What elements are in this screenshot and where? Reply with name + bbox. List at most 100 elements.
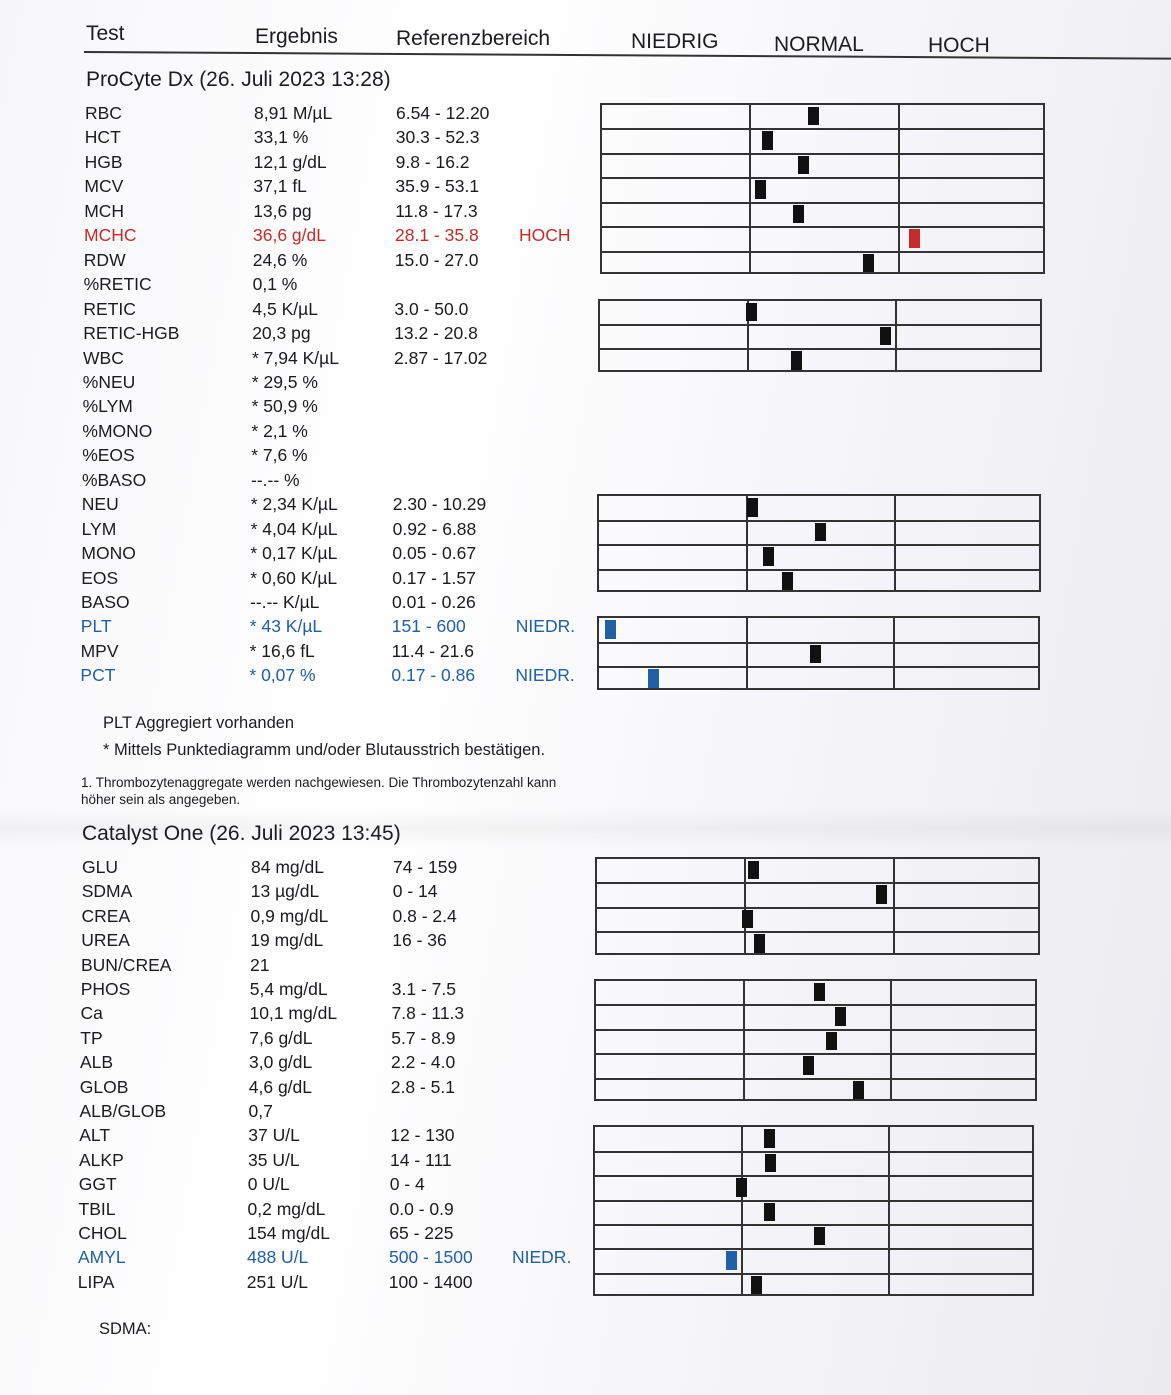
- level-marker-wbc: [790, 351, 802, 370]
- level-marker-mch: [793, 204, 805, 224]
- reference-range: 0.92 - 6.88: [392, 518, 477, 539]
- test-result: 37 U/L: [248, 1125, 300, 1146]
- test-name: GLOB: [79, 1076, 129, 1097]
- test-result: * 0,60 K/µL: [250, 567, 338, 588]
- test-name: MCH: [84, 200, 125, 221]
- reference-range: 100 - 1400: [388, 1271, 473, 1292]
- level-marker-ca: [835, 1007, 847, 1026]
- grid-divider-normal-high: [895, 300, 897, 370]
- test-result: 35 U/L: [248, 1149, 300, 1170]
- test-result: 24,6 %: [252, 249, 308, 270]
- test-result: * 4,04 K/µL: [250, 518, 338, 539]
- reference-range: 14 - 111: [390, 1149, 452, 1170]
- test-result: 13,6 pg: [253, 200, 312, 221]
- test-name: ALB/GLOB: [79, 1101, 167, 1121]
- test-result: 36,6 g/dL: [253, 225, 326, 246]
- test-name: PHOS: [80, 979, 131, 999]
- test-name: GGT: [78, 1174, 117, 1195]
- grid-row-separator: [595, 1223, 1032, 1226]
- reference-range: 11.8 - 17.3: [395, 200, 478, 221]
- test-name: BASO: [81, 592, 130, 612]
- test-result: * 2,34 K/µL: [250, 494, 338, 515]
- catalyst-row-crea: CREA 0,9 mg/dL 0.8 - 2.4: [0, 904, 1171, 928]
- catalyst-row-alb-glob: ALB/GLOB 0,7: [0, 1099, 1171, 1123]
- test-result: 7,6 g/dL: [249, 1027, 313, 1048]
- reference-range: 2.8 - 5.1: [390, 1076, 455, 1097]
- test-result: 0,2 mg/dL: [247, 1198, 326, 1219]
- level-marker-mchc: [908, 229, 920, 248]
- status-flag: NIEDR.: [515, 616, 576, 637]
- grid-row-separator: [599, 544, 1039, 547]
- test-result: 251 U/L: [246, 1271, 309, 1292]
- catalyst-row-tbil: TBIL 0,2 mg/dL 0.0 - 0.9: [0, 1197, 1171, 1221]
- test-result: * 50,9 %: [251, 396, 318, 417]
- catalyst-row-ggt: GGT 0 U/L 0 - 4: [0, 1172, 1171, 1196]
- test-result: 0,1 %: [252, 274, 298, 295]
- header-normal: NORMAL: [774, 33, 864, 56]
- header-result: Ergebnis: [255, 25, 338, 48]
- test-result: 5,4 mg/dL: [249, 979, 328, 999]
- procyte-level-grid-2: [598, 298, 1042, 372]
- note-plt-aggregated: PLT Aggregiert vorhanden: [103, 714, 295, 732]
- test-result: --.-- %: [251, 469, 300, 490]
- test-result: * 29,5 %: [251, 371, 318, 392]
- footnote-line-2: höher sein als angegeben.: [81, 792, 241, 807]
- reference-range: 0 - 14: [392, 881, 438, 902]
- level-marker-amyl: [725, 1251, 737, 1270]
- grid-row-separator: [595, 1150, 1032, 1153]
- level-marker-hgb: [797, 155, 809, 175]
- test-name: TBIL: [78, 1198, 116, 1219]
- procyte-row-mpv: MPV * 16,6 fL 11.4 - 21.6: [0, 639, 1171, 663]
- grid-row-separator: [602, 128, 1043, 131]
- test-name: BUN/CREA: [81, 954, 172, 975]
- test-result: * 0,17 K/µL: [250, 543, 338, 564]
- procyte-row-baso: BASO --.-- K/µL 0.01 - 0.26: [0, 590, 1171, 614]
- procyte-level-grid-1: [600, 103, 1045, 275]
- reference-range: 74 - 159: [393, 857, 458, 877]
- test-result: 488 U/L: [247, 1247, 309, 1268]
- header-reference: Referenzbereich: [396, 27, 551, 50]
- grid-divider-low-normal: [742, 981, 745, 1099]
- test-result: * 2,1 %: [251, 420, 308, 441]
- reference-range: 151 - 600: [391, 616, 466, 637]
- catalyst-row-alkp: ALKP 35 U/L 14 - 111: [0, 1148, 1171, 1172]
- procyte-row-retic-hgb: RETIC-HGB 20,3 pg 13.2 - 20.8: [0, 321, 1171, 345]
- catalyst-row-alt: ALT 37 U/L 12 - 130: [0, 1123, 1171, 1147]
- level-marker-alkp: [765, 1153, 777, 1173]
- level-marker-mcv: [754, 180, 766, 199]
- procyte-row-pct: PCT * 0,07 % 0.17 - 0.86 NIEDR.: [0, 663, 1171, 687]
- test-name: WBC: [83, 347, 124, 368]
- test-name: MCV: [84, 176, 124, 197]
- grid-row-separator: [597, 882, 1038, 885]
- procyte-level-grid-3: [597, 494, 1041, 592]
- test-name: ALT: [79, 1125, 111, 1146]
- procyte-level-grid-4: [597, 616, 1040, 690]
- grid-divider-low-normal: [747, 300, 749, 370]
- grid-row-separator: [599, 568, 1039, 571]
- procyte-row-eos: %EOS * 7,6 %: [0, 443, 1171, 467]
- reference-range: 9.8 - 16.2: [395, 151, 470, 172]
- reference-range: 0.8 - 2.4: [392, 905, 457, 926]
- level-marker-alt: [763, 1129, 775, 1148]
- reference-range: 0.01 - 0.26: [392, 592, 476, 612]
- grid-row-separator: [595, 1199, 1032, 1202]
- test-name: GLU: [82, 857, 118, 877]
- grid-row-separator: [596, 1053, 1035, 1056]
- test-name: SDMA: [81, 881, 133, 902]
- reference-range: 0.05 - 0.67: [392, 543, 477, 564]
- grid-divider-low-normal: [749, 105, 752, 273]
- level-marker-sdma: [875, 885, 887, 904]
- catalyst-level-grid-2: [594, 979, 1037, 1101]
- reference-range: 7.8 - 11.3: [391, 1003, 465, 1024]
- grid-divider-normal-high: [892, 859, 895, 953]
- test-result: * 7,6 %: [251, 445, 308, 466]
- grid-row-separator: [602, 177, 1043, 180]
- procyte-title: ProCyte Dx (26. Juli 2023 13:28): [86, 68, 391, 91]
- test-name: AMYL: [78, 1247, 126, 1268]
- procyte-row-mch: MCH 13,6 pg 11.8 - 17.3: [0, 199, 1171, 223]
- level-marker-rdw: [863, 253, 874, 273]
- grid-row-separator: [599, 641, 1038, 644]
- catalyst-row-bun-crea: BUN/CREA 21: [0, 953, 1171, 977]
- grid-divider-normal-high: [888, 1127, 890, 1295]
- level-marker-lipa: [750, 1275, 762, 1295]
